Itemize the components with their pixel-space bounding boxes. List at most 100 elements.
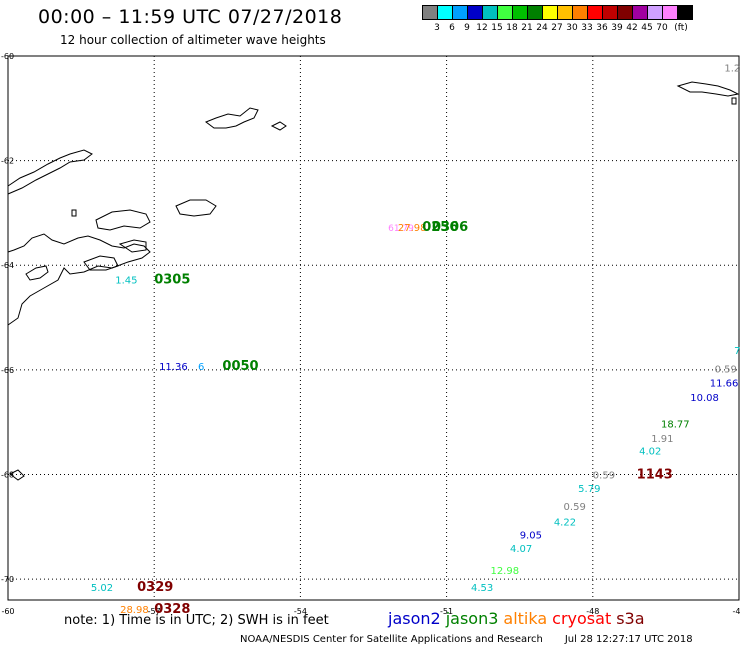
color-scale-tick: 18: [506, 23, 518, 33]
island-outline: [95, 209, 151, 231]
color-swatch: [452, 5, 468, 20]
wave-height-label: 11.66: [710, 379, 739, 390]
color-scale-swatches: [422, 5, 693, 20]
wave-height-label: 1143: [637, 468, 673, 483]
wave-height-label: 0306: [432, 220, 468, 235]
color-scale-tick: 21: [521, 23, 533, 33]
legend-item-altika: altika: [503, 609, 548, 628]
latitude-label: -68: [1, 470, 14, 479]
south-orkney-islands-outline: [204, 107, 259, 129]
color-swatch: [467, 5, 483, 20]
wave-height-label: 9.05: [520, 530, 542, 541]
color-swatch: [662, 5, 678, 20]
color-scale-tick: 33: [581, 23, 593, 33]
island-outline: [270, 121, 287, 131]
wave-height-label: 1.91: [651, 434, 673, 445]
island-outline: [175, 199, 217, 217]
coastline: [7, 81, 740, 481]
island-outline: [25, 265, 49, 281]
wave-height-label: 0305: [154, 273, 190, 288]
wave-height-label: 1.45: [115, 276, 137, 287]
color-scale-tick: 39: [611, 23, 623, 33]
wave-height-label: 0050: [222, 359, 258, 374]
south-georgia-outline: [676, 81, 740, 97]
page-title: 00:00 – 11:59 UTC 07/27/2018: [38, 6, 343, 28]
wave-height-label: 5.79: [578, 484, 600, 495]
color-scale-tick: 30: [566, 23, 578, 33]
color-scale: 3 6 9 12 15 18 21 24 27 30 33 36 39 42 45 70 (ft): [422, 5, 693, 33]
color-swatch: [587, 5, 603, 20]
longitude-label: -57: [148, 607, 161, 616]
wave-height-label: 0256: [422, 220, 458, 235]
latitude-label: -70: [1, 575, 14, 584]
satellite-legend: jason2 jason3 altika cryosat s3a: [388, 609, 650, 628]
wave-height-label: 0.59: [593, 471, 615, 482]
color-scale-tick: 9: [464, 23, 470, 33]
wave-height-label: 0328: [154, 602, 190, 617]
color-swatch: [617, 5, 633, 20]
longitude-label: -48: [586, 607, 599, 616]
graticule: -60 -57 -54 -51 -48 -45 -60 -62 -64 -66 -68 -70: [1, 52, 740, 616]
longitude-label: -60: [1, 607, 14, 616]
color-scale-tick: 15: [491, 23, 503, 33]
color-swatch: [602, 5, 618, 20]
color-swatch: [422, 5, 438, 20]
wave-height-label: 0.59: [715, 364, 737, 375]
color-scale-tick: 42: [626, 23, 638, 33]
antarctic-peninsula-outline: [7, 233, 151, 326]
credit-text: NOAA/NESDIS Center for Satellite Applica…: [240, 634, 543, 645]
color-scale-tick: 24: [536, 23, 548, 33]
legend-item-cryosat: cryosat: [552, 609, 612, 628]
timestamp: Jul 28 12:27:17 UTC 2018: [564, 634, 693, 645]
wave-height-label: 11.36: [159, 362, 188, 373]
color-scale-tick: (ft): [674, 23, 688, 33]
island-outline: [118, 239, 147, 253]
wave-height-label: 18.77: [661, 419, 690, 430]
color-swatch: [527, 5, 543, 20]
color-swatch: [647, 5, 663, 20]
color-scale-tick: 27: [551, 23, 563, 33]
units-note: note: 1) Time is in UTC; 2) SWH is in fe…: [64, 613, 329, 628]
legend-item-jason3: jason3: [445, 609, 499, 628]
island-outline: [731, 97, 737, 105]
wave-height-label: 1.2: [724, 64, 740, 75]
longitude-label: -54: [294, 607, 307, 616]
color-swatch: [437, 5, 453, 20]
wave-height-label: 4.22: [554, 518, 576, 529]
wave-height-label: 5.02: [91, 583, 113, 594]
legend-item-jason2: jason2: [388, 609, 441, 628]
wave-height-label: 6: [198, 362, 204, 373]
color-swatch: [677, 5, 693, 20]
color-scale-tick: 12: [476, 23, 488, 33]
wave-height-label: 28.98: [120, 605, 149, 616]
color-swatch: [557, 5, 573, 20]
color-scale-labels: 3 6 9 12 15 18 21 24 27 30 33 36 39 42 45 70 (ft): [422, 23, 740, 37]
color-scale-tick: 6: [449, 23, 455, 33]
color-swatch: [572, 5, 588, 20]
wave-height-label: 7.: [734, 346, 740, 357]
color-swatch: [512, 5, 528, 20]
wave-height-label: 27.98: [398, 223, 427, 234]
wave-height-label: 12.98: [490, 566, 519, 577]
wave-height-label: 4.07: [510, 544, 532, 555]
latitude-label: -64: [1, 261, 14, 270]
latitude-label: -66: [1, 366, 14, 375]
wave-height-label: 0.59: [564, 502, 586, 513]
wave-height-label: 4.53: [471, 583, 493, 594]
wave-height-label: 4.02: [639, 447, 661, 458]
map-frame: [7, 55, 740, 601]
island-outline: [83, 255, 119, 271]
color-swatch: [497, 5, 513, 20]
color-swatch: [632, 5, 648, 20]
credit-line: NOAA/NESDIS Center for Satellite Applica…: [240, 634, 693, 645]
longitude-label: -51: [440, 607, 453, 616]
color-scale-tick: 45: [641, 23, 653, 33]
color-scale-tick: 3: [434, 23, 440, 33]
color-scale-tick: 70: [656, 23, 668, 33]
south-shetland-islands-outline: [7, 149, 93, 195]
color-swatch: [482, 5, 498, 20]
wave-height-label: 10.08: [690, 393, 719, 404]
color-swatch: [542, 5, 558, 20]
